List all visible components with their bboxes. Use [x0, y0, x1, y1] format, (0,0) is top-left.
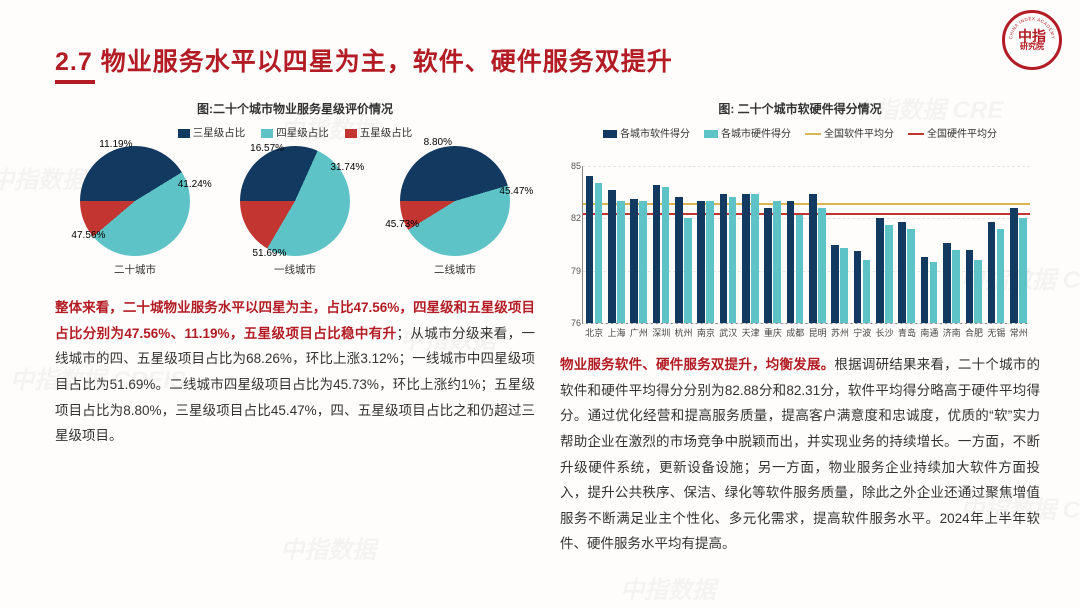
bar-group: 南通 — [918, 166, 940, 323]
bar-chart: 76798285北京上海广州深圳杭州南京武汉天津重庆成都昆明苏州宁波长沙青岛南通… — [560, 146, 1030, 346]
slice-label: 45.73% — [385, 219, 419, 230]
logo-badge: CHINA INDEX ACADEMY 中指 研究院 — [1002, 10, 1062, 70]
x-category: 成都 — [786, 326, 804, 339]
x-category: 青岛 — [898, 326, 916, 339]
slice-label: 8.80% — [424, 137, 452, 148]
legend-item: 五星级占比 — [345, 125, 413, 140]
slice-label: 16.57% — [250, 143, 284, 154]
x-category: 北京 — [585, 326, 603, 339]
bar-group: 武汉 — [717, 166, 739, 323]
bar-group: 无锡 — [985, 166, 1007, 323]
legend-item: 全国硬件平均分 — [908, 125, 997, 140]
right-rest: 根据调研结果来看，二十个城市的软件和硬件平均得分分别为82.88分和82.31分… — [560, 357, 1040, 551]
x-category: 苏州 — [831, 326, 849, 339]
slice-label: 45.47% — [499, 186, 533, 197]
pie-row: 41.24%47.56%11.19%二十城市31.74%51.69%16.57%… — [55, 146, 535, 277]
bar-group: 青岛 — [896, 166, 918, 323]
bar-group: 成都 — [784, 166, 806, 323]
x-category: 无锡 — [987, 326, 1005, 339]
x-category: 广州 — [630, 326, 648, 339]
x-category: 重庆 — [764, 326, 782, 339]
page-title: 2.7 物业服务水平以四星为主，软件、硬件服务双提升 — [55, 42, 980, 78]
right-highlight: 物业服务软件、硬件服务双提升，均衡发展。 — [560, 357, 834, 372]
pie-category: 一线城市 — [220, 262, 370, 277]
slice-label: 31.74% — [330, 162, 364, 173]
legend-item: 全国软件平均分 — [805, 125, 894, 140]
bar-group: 济南 — [941, 166, 963, 323]
pie: 31.74% 51.69% 16.57% 一线城市 — [220, 146, 370, 277]
pie: 45.47%45.73%8.80%二线城市 — [380, 146, 530, 277]
bar-group: 广州 — [628, 166, 650, 323]
pie: 41.24%47.56%11.19%二十城市 — [60, 146, 210, 277]
title-underline — [55, 80, 95, 84]
legend-item: 各城市硬件得分 — [704, 125, 791, 140]
bar-group: 宁波 — [851, 166, 873, 323]
x-category: 昆明 — [809, 326, 827, 339]
x-category: 宁波 — [853, 326, 871, 339]
slice-label: 11.19% — [99, 139, 132, 150]
bar-group: 昆明 — [806, 166, 828, 323]
slice-label: 47.56% — [71, 230, 105, 241]
pie-category: 二十城市 — [60, 262, 210, 277]
x-category: 长沙 — [876, 326, 894, 339]
bar-group: 南京 — [695, 166, 717, 323]
left-body-text: 整体来看，二十城物业服务水平以四星为主，占比47.56%，四星级和五星级项目占比… — [55, 295, 535, 449]
bar-group: 天津 — [739, 166, 761, 323]
slice-label: 51.69% — [252, 248, 286, 259]
x-category: 合肥 — [965, 326, 983, 339]
x-category: 南通 — [920, 326, 938, 339]
bar-group: 上海 — [605, 166, 627, 323]
left-column: 图:二十个城市物业服务星级评价情况 三星级占比四星级占比 五星级占比 41.24%… — [55, 100, 535, 449]
bar-group: 北京 — [583, 166, 605, 323]
bar-group: 重庆 — [762, 166, 784, 323]
x-category: 武汉 — [719, 326, 737, 339]
x-category: 南京 — [697, 326, 715, 339]
x-category: 上海 — [608, 326, 626, 339]
pie-category: 二线城市 — [380, 262, 530, 277]
bar-group: 合肥 — [963, 166, 985, 323]
logo-center-text: 中指 — [1018, 29, 1046, 43]
bar-chart-title: 图: 二十个城市软硬件得分情况 — [560, 100, 1040, 117]
watermark: 中指数据 — [280, 530, 376, 565]
pie-chart-title: 图:二十个城市物业服务星级评价情况 — [55, 100, 535, 117]
x-category: 常州 — [1010, 326, 1028, 339]
x-category: 济南 — [943, 326, 961, 339]
right-column: 图: 二十个城市软硬件得分情况 各城市软件得分各城市硬件得分全国软件平均分全国硬… — [560, 100, 1040, 557]
bar-group: 长沙 — [873, 166, 895, 323]
legend-item: 四星级占比 — [261, 125, 329, 140]
bar-group: 苏州 — [829, 166, 851, 323]
bar-group: 常州 — [1008, 166, 1030, 323]
left-rest: ；从城市分级来看，一线城市的四、五星级项目占比为68.26%，环比上涨3.12%… — [55, 326, 535, 444]
logo-sub-text: 研究院 — [1018, 43, 1046, 51]
x-category: 深圳 — [652, 326, 670, 339]
bar-legend: 各城市软件得分各城市硬件得分全国软件平均分全国硬件平均分 — [560, 125, 1040, 140]
x-category: 杭州 — [675, 326, 693, 339]
legend-item: 各城市软件得分 — [603, 125, 690, 140]
legend-item: 三星级占比 — [178, 125, 246, 140]
watermark: 中指数据 — [620, 570, 716, 605]
right-body-text: 物业服务软件、硬件服务双提升，均衡发展。根据调研结果来看，二十个城市的软件和硬件… — [560, 352, 1040, 557]
x-category: 天津 — [742, 326, 760, 339]
bar-group: 杭州 — [672, 166, 694, 323]
slice-label: 41.24% — [178, 179, 212, 190]
bar-group: 深圳 — [650, 166, 672, 323]
